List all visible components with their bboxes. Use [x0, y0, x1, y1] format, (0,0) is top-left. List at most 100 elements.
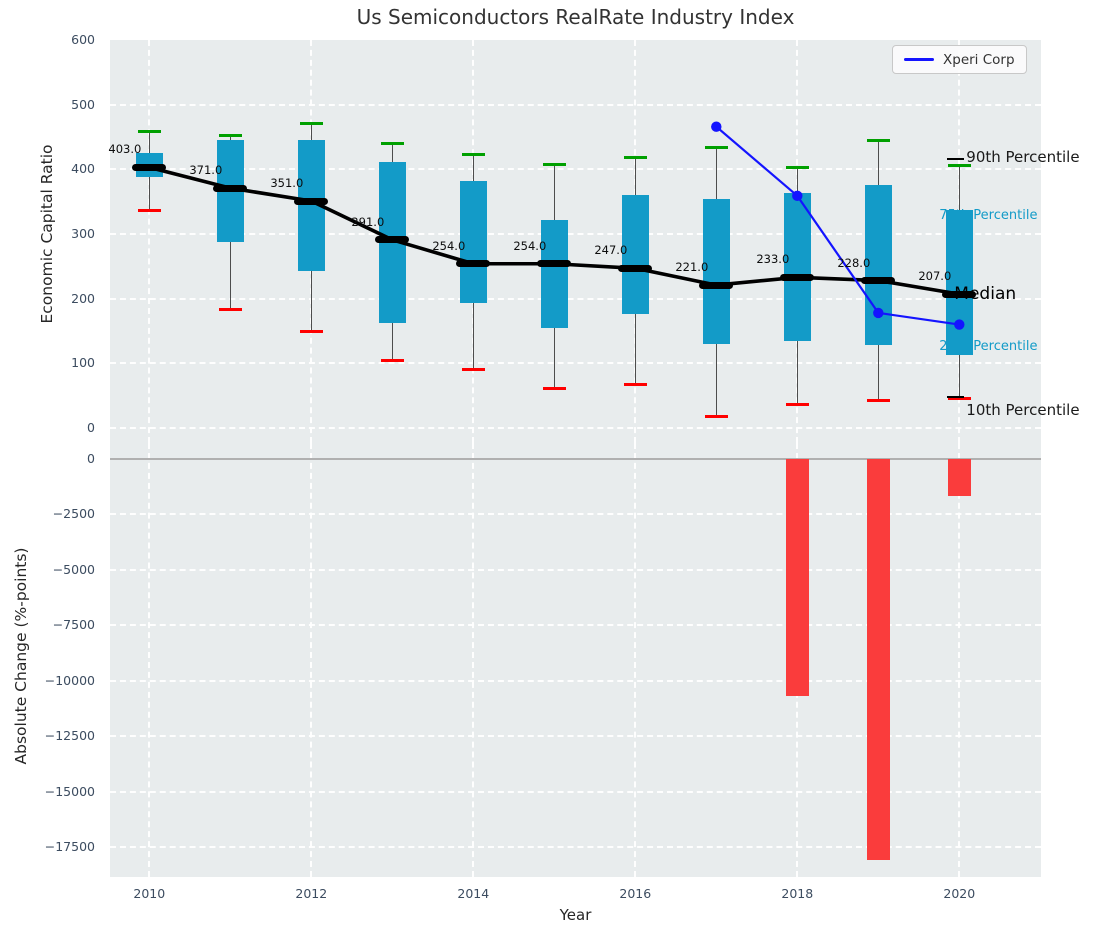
chart-title: Us Semiconductors RealRate Industry Inde…: [356, 5, 795, 29]
gridline-h: [110, 790, 1041, 793]
bar: [947, 458, 971, 497]
y-tick-label: 300: [71, 226, 95, 241]
median-dash: [456, 260, 491, 268]
bar: [866, 458, 890, 861]
y-tick-label: −5000: [52, 561, 95, 577]
whisker-cap-10th: [137, 208, 161, 212]
gridline-h: [110, 427, 1041, 429]
box: [621, 194, 649, 314]
y-tick-label: −2500: [52, 506, 95, 522]
median-value-label: 291.0: [351, 214, 385, 229]
legend: Xperi Corp: [892, 45, 1027, 74]
xperi-marker: [711, 121, 722, 132]
median-dash: [861, 277, 896, 285]
y-tick-label: 200: [71, 290, 95, 306]
top-panel: 403.0 371.0 351.0 291.0 254.0 254.0 247.0 221.0…: [108, 40, 1041, 443]
gridline-h: [110, 679, 1041, 682]
y-tick-label: 0: [87, 450, 95, 466]
xperi-line: [711, 121, 965, 330]
gridline-h: [110, 624, 1041, 627]
annotation-p90: 90th Percentile: [966, 147, 1080, 166]
whisker-cap-90th: [785, 165, 809, 169]
median-value-label: 233.0: [756, 252, 790, 267]
zero-line: [110, 457, 1041, 460]
whisker-cap-10th: [947, 397, 971, 401]
xperi-line-path: [715, 125, 960, 326]
gridline-v: [472, 443, 475, 877]
median-dash: [942, 290, 977, 298]
x-tick-label: 2020: [943, 886, 976, 901]
y-tick-label: 500: [71, 96, 95, 112]
box: [783, 193, 811, 341]
whisker-cap-10th: [299, 330, 323, 334]
bar: [785, 458, 809, 697]
xperi-marker: [792, 190, 803, 202]
annotation-median: Median: [954, 283, 1017, 304]
y-tick-label: −7500: [52, 617, 95, 633]
whisker-cap-90th: [623, 155, 647, 159]
whisker-cap-10th: [623, 382, 647, 386]
legend-label: Xperi Corp: [943, 51, 1015, 68]
median-dash: [132, 163, 167, 171]
y-tick-label: 0: [87, 420, 95, 435]
y-tick-label: 400: [71, 161, 95, 177]
whisker-cap-90th: [461, 152, 485, 156]
median-dash: [375, 236, 410, 244]
gridline-v: [634, 443, 637, 877]
annotation-leader-10th: [947, 395, 965, 398]
whisker-cap-10th: [461, 367, 485, 371]
gridline-h: [110, 233, 1041, 235]
median-dash: [618, 264, 653, 272]
x-tick-label: 2016: [619, 886, 652, 901]
median-value-label: 351.0: [270, 176, 304, 191]
median-value-label: 254.0: [513, 238, 547, 253]
whisker-cap-10th: [866, 398, 890, 402]
box: [540, 220, 568, 328]
y-tick-label: 100: [71, 355, 95, 371]
whisker-cap-90th: [866, 139, 890, 143]
y-tick-label: −12500: [44, 728, 95, 744]
median-value-label: 371.0: [189, 163, 223, 178]
x-tick-label: 2010: [133, 886, 166, 901]
x-tick-label: 2018: [781, 886, 814, 901]
y-tick-label: −10000: [44, 672, 95, 688]
gridline-h: [110, 297, 1041, 300]
median-value-label: 403.0: [108, 142, 142, 157]
whisker-cap-90th: [380, 141, 404, 145]
whisker-cap-10th: [218, 307, 242, 311]
median-value-label: 247.0: [594, 243, 628, 258]
median-value-label: 228.0: [837, 255, 871, 270]
median-dash: [213, 184, 248, 192]
median-dash: [537, 260, 572, 268]
box: [702, 199, 730, 344]
whisker-cap-10th: [704, 414, 728, 418]
median-value-label: 207.0: [918, 269, 952, 284]
legend-line-swatch: [904, 58, 934, 61]
x-tick-label: 2014: [457, 886, 490, 901]
x-tick-label: 2012: [295, 886, 328, 901]
median-value-label: 221.0: [675, 260, 709, 275]
gridline-h: [110, 513, 1041, 516]
whisker-cap-90th: [218, 134, 242, 138]
gridline-v: [148, 40, 151, 443]
whisker-cap-90th: [299, 121, 323, 125]
whisker-cap-10th: [542, 387, 566, 391]
gridline-v: [310, 443, 313, 877]
median-dash: [294, 197, 329, 205]
gridline-v: [148, 443, 151, 877]
whisker-cap-90th: [542, 162, 566, 166]
gridline-h: [110, 735, 1041, 738]
box: [945, 210, 973, 355]
gridline-v: [958, 443, 961, 877]
gridline-h: [110, 362, 1041, 365]
x-axis-label: Year: [559, 906, 592, 924]
xperi-marker: [873, 307, 884, 319]
whisker-cap-90th: [947, 163, 971, 167]
annotation-leader-90th: [947, 158, 965, 161]
median-dash: [699, 281, 734, 289]
gridline-h: [110, 103, 1041, 106]
xperi-marker: [954, 319, 965, 330]
y-tick-label: 600: [71, 32, 95, 47]
median-dash: [780, 273, 815, 281]
gridline-h: [110, 568, 1041, 571]
